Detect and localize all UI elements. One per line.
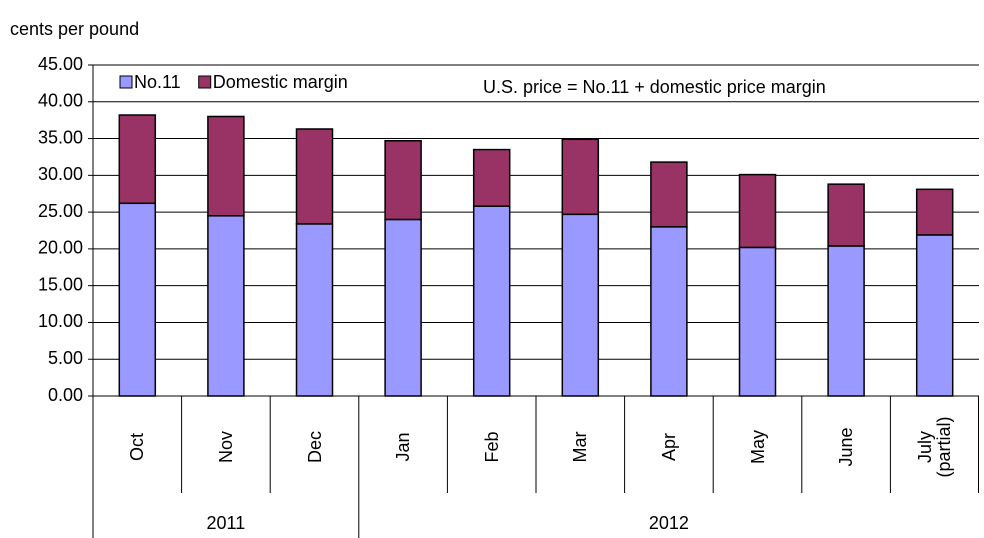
legend-box: [112, 70, 442, 96]
bar-segment: [384, 218, 422, 397]
bar-segment: [650, 226, 688, 397]
bar-segment: [738, 173, 777, 249]
x-tick-label: June: [835, 426, 856, 467]
x-tick-label: Jan: [392, 431, 413, 462]
y-tick-label: 40.00: [38, 91, 83, 111]
x-tick-label: Feb: [481, 430, 502, 463]
bar-segment: [118, 114, 157, 205]
bar-segment: [295, 223, 334, 397]
annotation: U.S. price = No.11 + domestic price marg…: [483, 77, 826, 97]
y-tick-label: 30.00: [38, 164, 83, 184]
x-tick-label: Oct: [126, 432, 147, 461]
legend-label: Domestic margin: [213, 72, 348, 92]
x-tick-label: Apr: [658, 432, 679, 461]
y-tick-label: 5.00: [48, 348, 83, 368]
x-tick-label: Mar: [569, 431, 590, 462]
legend-swatch: [119, 75, 133, 89]
bar-segment: [561, 213, 600, 397]
bar-segment: [827, 245, 865, 397]
bar-segment: [827, 183, 865, 247]
legend-swatch: [198, 75, 212, 89]
bar-segment: [295, 128, 334, 225]
y-tick-label: 35.00: [38, 127, 83, 147]
bar-segment: [207, 115, 245, 217]
bar-segment: [915, 234, 954, 397]
y-tick-label: 10.00: [38, 311, 83, 331]
bar-segment: [738, 246, 777, 397]
y-tick-label: 0.00: [48, 385, 83, 405]
y-tick-label: 20.00: [38, 238, 83, 258]
bar-segment: [472, 148, 511, 207]
x-tick-label: July (partial): [914, 416, 954, 478]
bar-segment: [118, 202, 157, 397]
bar-segment: [915, 188, 954, 236]
x-group-label: 2011: [207, 513, 246, 533]
x-tick-label: Nov: [215, 430, 236, 463]
x-tick-label: May: [747, 429, 767, 464]
bar-segment: [561, 138, 600, 216]
x-group-label: 2012: [649, 513, 689, 533]
y-axis-title: cents per pound: [10, 19, 139, 39]
bar-segment: [650, 161, 688, 228]
bar-segment: [384, 140, 422, 221]
bar-segment: [472, 205, 511, 397]
y-tick-label: 45.00: [38, 54, 83, 74]
y-tick-label: 15.00: [38, 274, 83, 294]
bar-segment: [207, 215, 245, 397]
legend-label: No.11: [134, 72, 181, 92]
y-tick-label: 25.00: [38, 201, 83, 221]
x-tick-label: Dec: [304, 430, 324, 463]
